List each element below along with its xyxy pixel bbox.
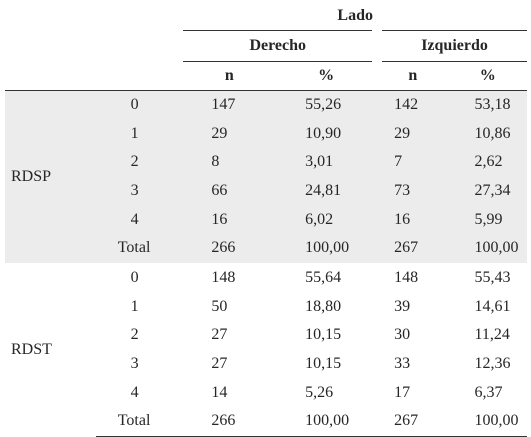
left-pct: 14,61: [474, 297, 511, 315]
table-row: RDST 0 148 55,64 148 55,43: [5, 263, 527, 358]
left-pct: 27,34: [448, 176, 527, 206]
right-pct: 10,90: [275, 119, 378, 149]
row-level: 3: [95, 176, 184, 206]
table-row: 1 29 10,90 29 10,86: [5, 119, 527, 149]
right-n: 266: [183, 406, 276, 437]
header-blank: [5, 61, 96, 91]
table-row: 1 50 18,80 39 14,61: [5, 293, 527, 322]
right-n: 147: [183, 90, 276, 120]
table-row: 2 27 10,15 30 11,24: [5, 321, 527, 350]
group-label-rdst: RDST: [11, 340, 52, 358]
header-left-n: n: [377, 61, 449, 91]
header-blank: [96, 31, 184, 62]
right-n: 29: [183, 119, 276, 149]
row-level-total: Total: [95, 406, 184, 437]
left-pct: 5,99: [448, 205, 527, 234]
table-row-total: Total 266 100,00 267 100,00: [5, 233, 527, 264]
left-n: 17: [394, 383, 411, 401]
row-level: 4: [130, 383, 139, 401]
header-blank: [5, 31, 96, 62]
table-header: Lado Derecho Izquierdo n % n %: [5, 2, 527, 91]
row-level: 1: [95, 119, 184, 149]
left-n: 73: [377, 176, 449, 206]
row-level-total: Total: [95, 233, 184, 264]
right-n: 148: [211, 269, 236, 287]
table-row: 4 14 5,26 17 6,37: [5, 378, 527, 407]
header-right-n: n: [183, 61, 276, 91]
group-rdst: RDST 0 148 55,64 148 55,43 1 50 18,80 39…: [5, 263, 527, 437]
left-n: 39: [394, 297, 411, 315]
group-label-rdsp: RDSP: [5, 90, 96, 264]
header-blank: [95, 61, 184, 91]
header-lado: Lado: [183, 2, 527, 31]
right-n: 27: [211, 355, 228, 373]
right-pct: 6,02: [275, 205, 378, 234]
right-pct: 10,15: [305, 355, 342, 373]
header-right-pct: %: [275, 61, 378, 91]
right-pct: 18,80: [305, 297, 342, 315]
row-level: 4: [95, 205, 184, 234]
header-derecho: Derecho: [183, 30, 383, 62]
left-pct: 6,37: [474, 383, 503, 401]
table-row: 2 8 3,01 7 2,62: [5, 148, 527, 177]
row-level: 1: [130, 297, 139, 315]
right-pct: 55,26: [275, 90, 378, 120]
right-n: 8: [183, 148, 276, 177]
table-row: 4 16 6,02 16 5,99: [5, 205, 527, 234]
row-level: 0: [130, 269, 139, 287]
left-pct: 11,24: [474, 326, 510, 344]
right-pct: 10,15: [305, 326, 342, 344]
left-n: 267: [377, 233, 449, 264]
table-row: 3 66 24,81 73 27,34: [5, 176, 527, 206]
left-pct: 53,18: [448, 90, 527, 120]
left-pct: 100,00: [448, 233, 527, 264]
left-pct: 100,00: [448, 406, 527, 437]
group-rdsp: RDSP 0 147 55,26 142 53,18 1 29 10,90 29…: [5, 90, 527, 264]
header-blank: [96, 2, 184, 31]
row-level: 3: [130, 355, 139, 373]
left-n: 33: [394, 355, 411, 373]
table-row: 3 27 10,15 33 12,36: [5, 350, 527, 379]
right-pct: 3,01: [275, 148, 378, 177]
left-pct: 12,36: [474, 355, 511, 373]
left-pct: 55,43: [474, 269, 511, 287]
row-level: 2: [130, 326, 139, 344]
left-pct: 10,86: [448, 119, 527, 149]
right-pct: 100,00: [275, 406, 378, 437]
right-n: 66: [183, 176, 276, 206]
right-pct: 100,00: [275, 233, 378, 264]
left-n: 267: [377, 406, 449, 437]
left-n: 148: [394, 269, 419, 287]
left-n: 29: [377, 119, 449, 149]
table-row: RDSP 0 147 55,26 142 53,18: [5, 90, 527, 264]
header-izquierdo: Izquierdo: [377, 30, 527, 62]
right-pct: 55,64: [305, 269, 342, 287]
header-blank: [5, 2, 96, 31]
left-n: 7: [377, 148, 449, 177]
row-level: 2: [95, 148, 184, 177]
left-n: 142: [377, 90, 449, 120]
row-level: 0: [95, 90, 184, 120]
right-n: 16: [183, 205, 276, 234]
header-left-pct: %: [448, 61, 527, 91]
left-n: 16: [377, 205, 449, 234]
left-pct: 2,62: [448, 148, 527, 177]
right-n: 50: [211, 297, 228, 315]
left-n: 30: [394, 326, 411, 344]
frequency-table: Lado Derecho Izquierdo n % n % RDSP 0: [5, 2, 527, 437]
right-n: 14: [211, 383, 228, 401]
right-pct: 24,81: [275, 176, 378, 206]
right-n: 27: [211, 326, 228, 344]
right-n: 266: [183, 233, 276, 264]
right-pct: 5,26: [305, 383, 334, 401]
